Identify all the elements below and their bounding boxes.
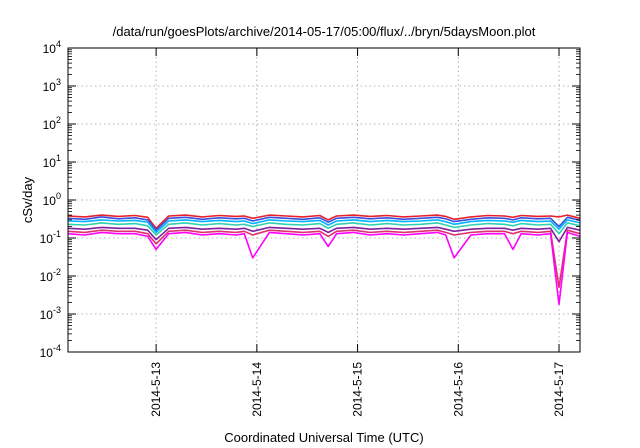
y-tick-label: 10-4 <box>40 343 61 360</box>
series-line-6 <box>67 229 581 289</box>
y-axis-label: cSv/day <box>20 176 35 223</box>
series-line-3 <box>67 219 581 234</box>
y-tick-label: 103 <box>43 77 61 94</box>
y-tick-labels: 104 103 102 101 100 10-1 10-2 10-3 10-4 <box>40 39 61 360</box>
series-line-2 <box>67 216 581 231</box>
x-tick-label: 2014-5-16 <box>451 362 465 417</box>
series-line-1 <box>67 214 581 230</box>
x-tick-label: 2014-5-13 <box>149 362 163 417</box>
y-tick-label: 10-3 <box>40 305 61 322</box>
y-tick-label: 100 <box>43 191 61 208</box>
x-axis-label: Coordinated Universal Time (UTC) <box>224 430 423 445</box>
series-line-4 <box>67 222 581 236</box>
series-line-7 <box>67 231 581 306</box>
chart-title: /data/run/goesPlots/archive/2014-05-17/0… <box>113 24 536 39</box>
y-tick-label: 10-1 <box>40 229 61 246</box>
x-tick-labels: 2014-5-13 2014-5-14 2014-5-15 2014-5-16 2014… <box>149 362 566 417</box>
series-layer <box>67 214 581 306</box>
y-tick-label: 104 <box>43 39 61 56</box>
y-tick-label: 101 <box>43 153 61 170</box>
x-tick-label: 2014-5-17 <box>552 362 566 417</box>
y-tick-label: 102 <box>43 115 61 132</box>
x-tick-label: 2014-5-15 <box>351 362 365 417</box>
y-tick-label: 10-2 <box>40 267 61 284</box>
x-tick-label: 2014-5-14 <box>250 362 264 417</box>
series-line-5 <box>67 226 581 243</box>
ticks <box>68 47 580 353</box>
